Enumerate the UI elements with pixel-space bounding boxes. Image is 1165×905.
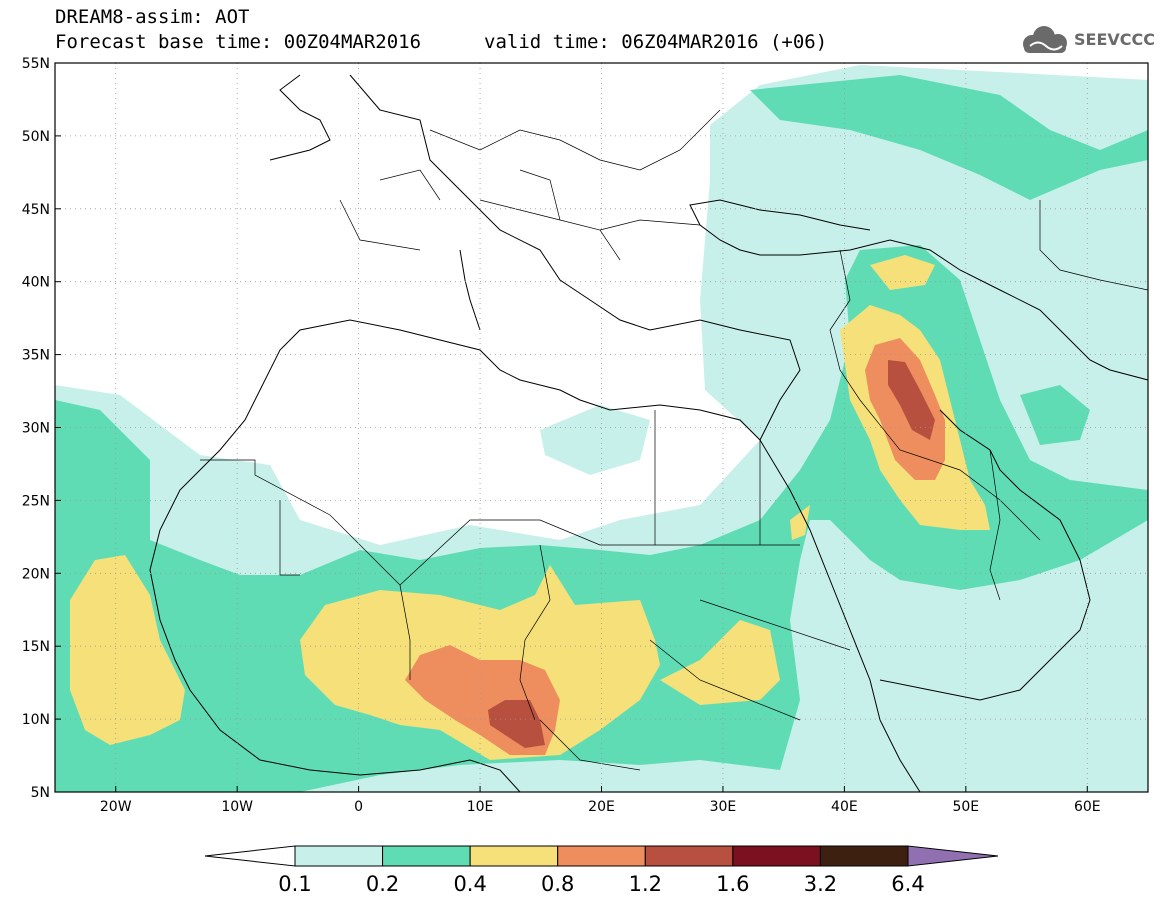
lat-label-40N: 40N [22, 275, 50, 291]
lat-label-55N: 55N [22, 56, 50, 72]
logo-text: SEEVCCC [1074, 30, 1155, 49]
lat-label-45N: 45N [22, 202, 50, 218]
latitude-axis: 55N 50N 45N 40N 35N 30N 25N 20N 15N 10N 5N [22, 56, 61, 801]
lon-label-0: 0 [354, 799, 363, 815]
coastlines [149, 74, 1148, 792]
lon-label-20W: 20W [100, 799, 132, 815]
colorbar-label: 0.4 [453, 872, 487, 896]
valid-time: valid time: 06Z04MAR2016 (+06) [484, 31, 828, 53]
colorbar-label: 1.2 [628, 872, 662, 896]
colorbar-swatch-1.2 [644, 845, 734, 867]
colorbar-swatch-0.1 [294, 845, 384, 867]
colorbar-swatch-0.4 [469, 845, 559, 867]
lon-label-50E: 50E [952, 799, 979, 815]
lon-label-30E: 30E [710, 799, 737, 815]
colorbar-swatch-1.6 [732, 845, 821, 867]
lat-label-30N: 30N [22, 421, 50, 437]
colorbar-label: 3.2 [803, 872, 838, 896]
lon-label-60E: 60E [1074, 799, 1101, 815]
country-borders [200, 109, 1148, 771]
aot-shading [55, 65, 1148, 792]
lon-label-10W: 10W [221, 799, 253, 815]
colorbar-under-arrow [204, 845, 296, 867]
lat-label-25N: 25N [22, 493, 50, 509]
lat-label-5N: 5N [31, 785, 50, 801]
lat-label-15N: 15N [22, 639, 50, 655]
lat-label-35N: 35N [22, 348, 50, 364]
cloud-icon [1023, 26, 1067, 53]
forecast-base-time: Forecast base time: 00Z04MAR2016 [55, 31, 422, 53]
colorbar-label: 0.2 [365, 872, 400, 896]
colorbar-label: 1.6 [716, 872, 750, 896]
colorbar-swatch-3.2 [819, 845, 909, 867]
aot-band-1.2 [488, 360, 935, 748]
colorbar-label: 0.1 [278, 872, 312, 896]
colorbar-swatch-0.2 [382, 845, 471, 867]
lon-label-40E: 40E [831, 799, 858, 815]
colorbar-swatch-0.8 [557, 845, 646, 867]
colorbar-label: 6.4 [891, 872, 925, 896]
colorbar-over-arrow [907, 845, 999, 867]
colorbar-label: 0.8 [541, 872, 575, 896]
lat-label-20N: 20N [22, 566, 50, 582]
lat-label-10N: 10N [22, 712, 50, 728]
map-title: DREAM8-assim: AOT [55, 6, 250, 28]
lon-label-20E: 20E [588, 799, 615, 815]
lat-label-50N: 50N [22, 129, 50, 145]
lon-label-10E: 10E [467, 799, 494, 815]
longitude-axis: 20W 10W 0 10E 20E 30E 40E 50E 60E [100, 786, 1101, 815]
